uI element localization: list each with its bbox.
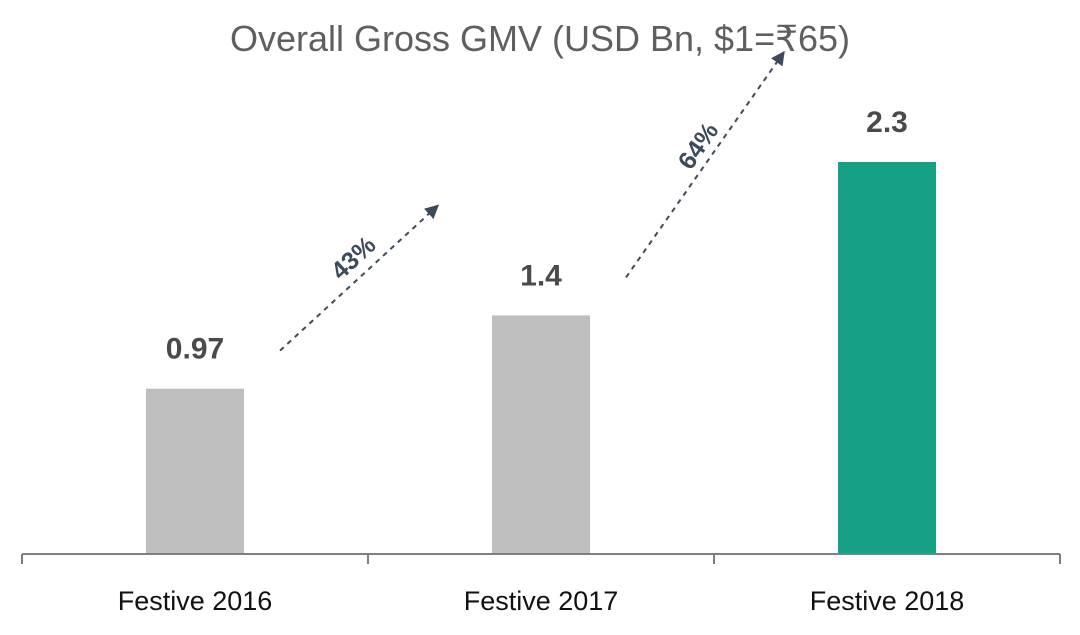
bar-festive-2017 <box>492 315 590 554</box>
growth-label: 43% <box>326 231 382 285</box>
growth-arrow <box>279 204 440 352</box>
x-tick-label: Festive 2018 <box>810 586 965 616</box>
x-tick-label: Festive 2017 <box>464 586 619 616</box>
x-tick-label: Festive 2016 <box>118 586 273 616</box>
data-label: 2.3 <box>866 106 908 139</box>
bar-festive-2016 <box>146 388 244 554</box>
growth-arrow <box>625 50 785 278</box>
data-label: 1.4 <box>520 259 562 292</box>
bar-festive-2018 <box>838 162 936 554</box>
chart-title: Overall Gross GMV (USD Bn, $1=₹65) <box>229 18 851 59</box>
growth-label: 64% <box>673 118 725 175</box>
data-label: 0.97 <box>166 333 224 366</box>
